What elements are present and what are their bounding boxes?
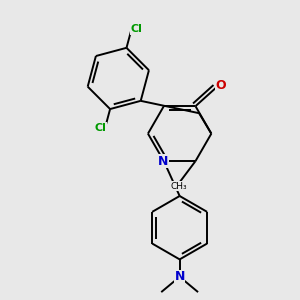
Text: N: N [158, 154, 168, 168]
Text: Cl: Cl [94, 123, 106, 133]
Text: N: N [175, 270, 185, 283]
Text: O: O [216, 79, 226, 92]
Text: Cl: Cl [130, 24, 142, 34]
Text: CH₃: CH₃ [171, 182, 188, 190]
